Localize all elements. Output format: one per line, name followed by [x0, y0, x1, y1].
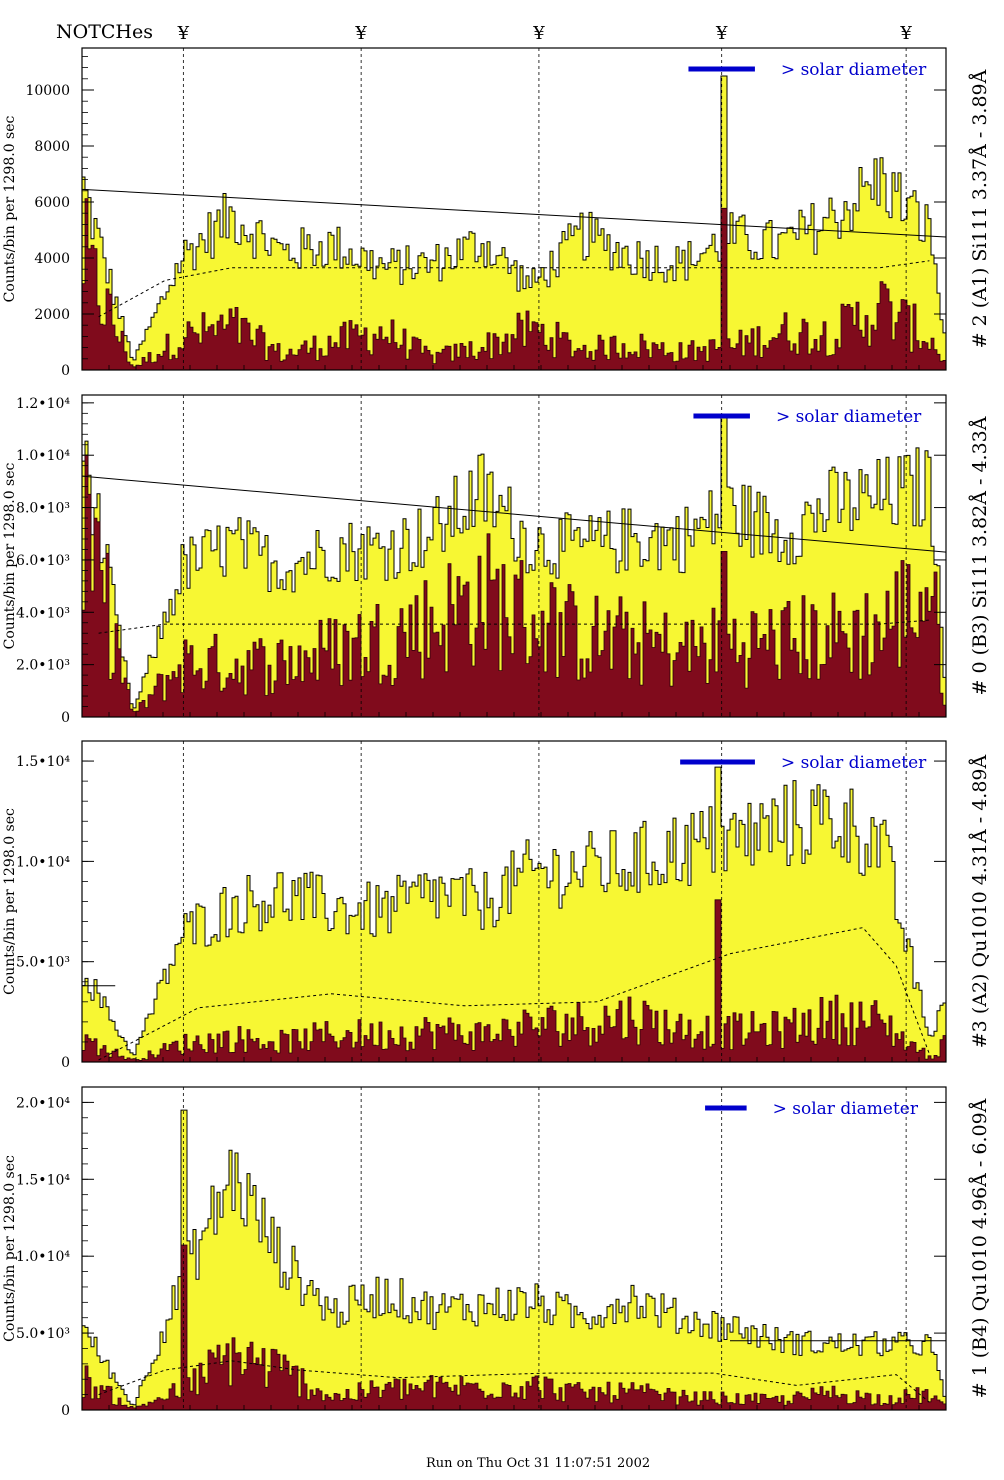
notch-symbol-3: ¥	[715, 23, 728, 44]
panel-title: # 0 (B3) Si111 3.82Å - 4.33Å	[969, 416, 991, 695]
histogram-upper	[81, 75, 947, 371]
panels: 0 2000 4000 6000 8000 10000 Counts/bin per 129…	[2, 47, 991, 1419]
y-tick-label: 8000	[34, 139, 70, 155]
panel-2: 0 5.0•10³ 1.0•10⁴ 1.5•10⁴ Counts/bin per 129…	[2, 740, 991, 1071]
panel-title: # 2 (A1) Si111 3.37Å - 3.89Å	[969, 69, 991, 348]
y-axis-label: Counts/bin per 1298.0 sec	[2, 1155, 18, 1342]
dashed-curve	[98, 619, 930, 634]
y-tick-label: 1.5•10⁴	[16, 1172, 70, 1188]
y-axis-label: Counts/bin per 1298.0 sec	[2, 808, 18, 995]
y-tick-label: 8.0•10³	[16, 501, 70, 517]
trend-line	[81, 475, 947, 553]
solar-diameter-label: > solar diameter	[781, 60, 927, 80]
panel-1: 0 2.0•10³ 4.0•10³ 6.0•10³ 8.0•10³ 1.0•10⁴ 1.2•…	[2, 394, 991, 726]
y-axis-label: Counts/bin per 1298.0 sec	[2, 115, 18, 302]
y-axis-label: Counts/bin per 1298.0 sec	[2, 462, 18, 649]
panel-title: #3 (A2) Qu1010 4.31Å - 4.89Å	[969, 754, 991, 1048]
y-tick-label: 4.0•10³	[16, 605, 70, 621]
solar-diameter-label: > solar diameter	[781, 753, 927, 773]
histogram-upper	[81, 766, 947, 1063]
y-tick-label: 2.0•10⁴	[16, 1095, 70, 1111]
dashed-curve	[98, 1360, 930, 1403]
dashed-curve	[98, 260, 930, 318]
panel-3: 0 5.0•10³ 1.0•10⁴ 1.5•10⁴ 2.0•10⁴ Counts/bin …	[2, 1086, 991, 1419]
notch-symbol-4: ¥	[899, 23, 912, 44]
y-tick-label: 0	[61, 363, 70, 379]
y-tick-label: 0	[61, 1403, 70, 1419]
y-tick-label: 1.5•10⁴	[16, 754, 70, 770]
histogram-lower	[81, 198, 947, 371]
dashed-curve	[98, 927, 930, 1061]
histogram-lower	[81, 454, 947, 718]
histogram-upper	[81, 1109, 947, 1411]
y-tick-label: 6000	[34, 195, 70, 211]
y-tick-label: 1.0•10⁴	[16, 448, 70, 464]
solar-diameter-label: > solar diameter	[776, 407, 922, 427]
y-tick-label: 5.0•10³	[16, 1326, 70, 1342]
notches-label: NOTCHes	[56, 21, 153, 43]
solar-diameter-label: > solar diameter	[773, 1099, 919, 1119]
notch-symbol-1: ¥	[354, 23, 367, 44]
y-tick-label: 6.0•10³	[16, 553, 70, 569]
notch-symbol-2: ¥	[532, 23, 545, 44]
y-tick-label: 10000	[25, 83, 70, 99]
run-info: Run on Thu Oct 31 11:07:51 2002	[426, 1456, 650, 1471]
trend-line	[81, 188, 947, 238]
y-tick-label: 0	[61, 1055, 70, 1071]
y-tick-label: 1.0•10⁴	[16, 1249, 70, 1265]
y-tick-label: 0	[61, 710, 70, 726]
y-tick-label: 5.0•10³	[16, 955, 70, 971]
histogram-lower	[81, 899, 947, 1063]
y-tick-label: 2.0•10³	[16, 658, 70, 674]
y-tick-label: 4000	[34, 251, 70, 267]
y-tick-label: 1.0•10⁴	[16, 854, 70, 870]
notch-symbol-0: ¥	[177, 23, 190, 44]
panel-title: # 1 (B4) Qu1010 4.96Å - 6.09Å	[969, 1098, 991, 1398]
y-tick-label: 1.2•10⁴	[16, 396, 70, 412]
notch-symbols: ¥¥¥¥¥¥¥	[177, 23, 913, 44]
histogram-lower	[81, 1244, 947, 1411]
panel-0: 0 2000 4000 6000 8000 10000 Counts/bin per 129…	[2, 47, 991, 379]
y-tick-label: 2000	[34, 307, 70, 323]
